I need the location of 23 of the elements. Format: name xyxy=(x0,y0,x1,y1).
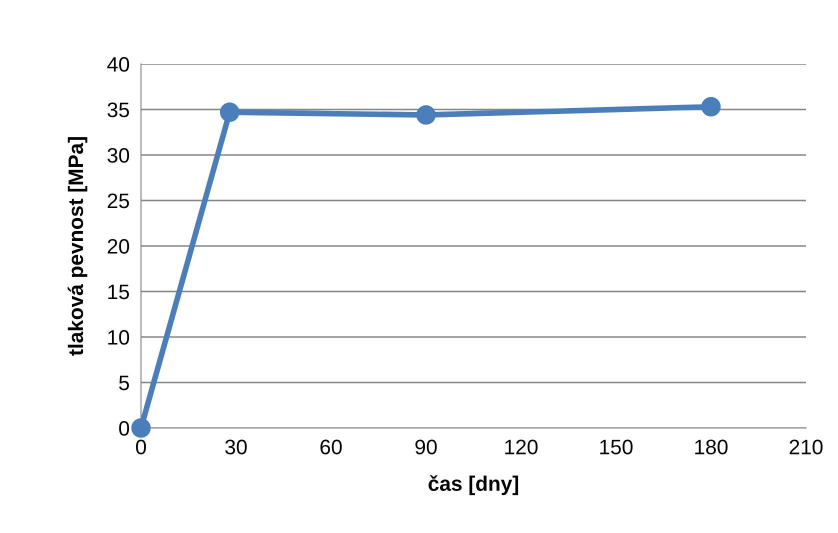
x-tick-label: 210 xyxy=(790,440,823,454)
x-axis-title: čas [dny] xyxy=(428,475,518,496)
point xyxy=(220,102,240,122)
point xyxy=(701,97,721,116)
point xyxy=(416,105,436,125)
y-tick-label: 25 xyxy=(108,194,130,208)
y-tick-label: 5 xyxy=(119,376,130,390)
y-tick-label: 40 xyxy=(107,57,130,72)
x-tick-label: 0 xyxy=(136,440,146,454)
y-tick-label: 20 xyxy=(108,239,130,254)
x-tick-label: 180 xyxy=(695,440,728,454)
x-tick-label: 90 xyxy=(415,440,437,454)
y-tick-label: 0 xyxy=(119,421,130,436)
point xyxy=(131,418,151,438)
x-tick-label: 150 xyxy=(600,440,633,454)
x-tick-label: 60 xyxy=(320,440,342,454)
y-tick-label: 35 xyxy=(108,102,130,118)
x-tick-label: 30 xyxy=(225,440,247,454)
x-tick-label: 120 xyxy=(505,440,538,454)
y-tick-label: 15 xyxy=(108,284,130,300)
y-tick-label: 10 xyxy=(108,330,130,345)
y-tick-label: 30 xyxy=(108,148,130,163)
y-axis-title: tlaková pevnost [MPa] xyxy=(68,137,88,356)
